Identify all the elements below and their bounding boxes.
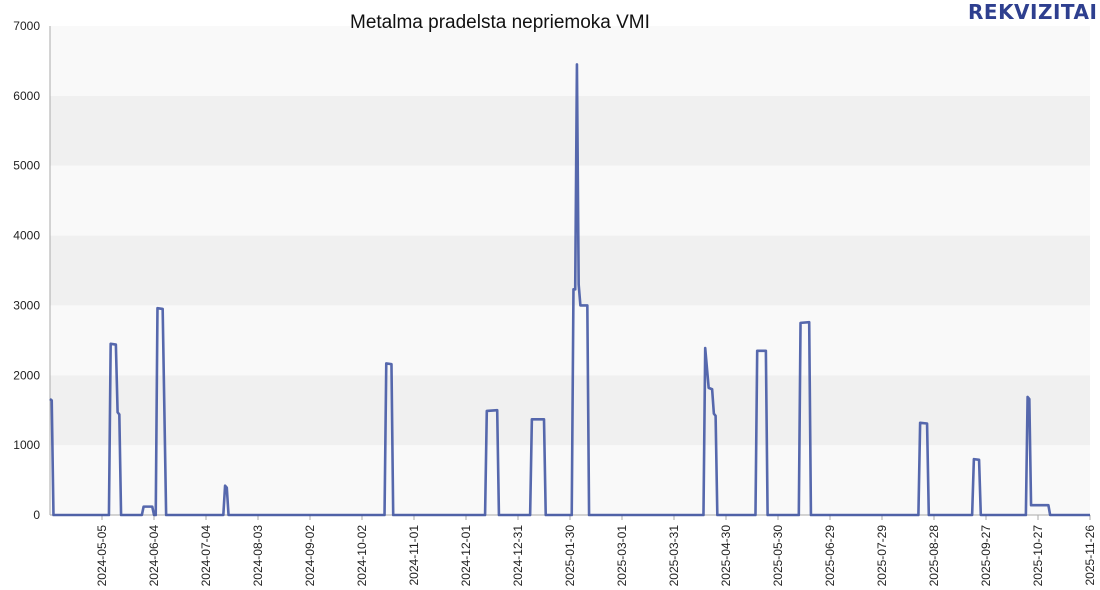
x-tick-label: 2025-03-31 bbox=[667, 525, 681, 587]
y-tick-label: 0 bbox=[33, 508, 40, 522]
x-tick-label: 2025-06-29 bbox=[823, 525, 837, 587]
grid-bands bbox=[50, 26, 1090, 515]
y-tick-label: 1000 bbox=[13, 438, 40, 452]
x-tick-label: 2025-08-28 bbox=[927, 525, 941, 587]
x-tick-label: 2025-05-30 bbox=[771, 525, 785, 587]
x-tick-label: 2024-05-05 bbox=[95, 525, 109, 587]
x-tick-labels: 2024-05-05 2024-06-04 2024-07-04 2024-08-03… bbox=[95, 515, 1097, 586]
y-tick-labels: 0 1000 2000 3000 4000 5000 6000 7000 bbox=[13, 19, 40, 522]
x-tick-label: 2025-09-27 bbox=[979, 525, 993, 587]
grid-band bbox=[50, 305, 1090, 376]
x-tick-label: 2025-01-30 bbox=[563, 525, 577, 587]
x-tick-label: 2025-11-26 bbox=[1083, 525, 1097, 586]
x-tick-label: 2024-06-04 bbox=[147, 525, 161, 587]
series-line bbox=[49, 63, 1090, 517]
logo-text: REKVIZITAI bbox=[968, 0, 1098, 24]
x-tick-label: 2025-10-27 bbox=[1031, 525, 1045, 587]
x-tick-label: 2024-12-01 bbox=[459, 525, 473, 587]
grid-band bbox=[50, 26, 1090, 96]
x-tick-label: 2024-10-02 bbox=[355, 525, 369, 587]
grid-band bbox=[50, 165, 1090, 236]
grid-band bbox=[50, 375, 1090, 446]
x-tick-label: 2024-07-04 bbox=[199, 525, 213, 587]
x-tick-label: 2024-08-03 bbox=[251, 525, 265, 587]
y-tick-label: 5000 bbox=[13, 159, 40, 173]
x-tick-label: 2025-03-01 bbox=[615, 525, 629, 587]
x-tick-label: 2025-04-30 bbox=[719, 525, 733, 587]
series-layer bbox=[49, 63, 1090, 517]
x-tick-label: 2024-09-02 bbox=[303, 525, 317, 587]
y-tick-label: 7000 bbox=[13, 19, 40, 33]
grid-band bbox=[50, 95, 1090, 166]
x-tick-label: 2024-12-31 bbox=[511, 525, 525, 587]
rekvizitai-logo[interactable]: REKVIZITAI VŽ bbox=[968, 0, 1100, 24]
grid-band bbox=[50, 235, 1090, 306]
chart-title: Metalma pradelsta nepriemoka VMI bbox=[350, 12, 650, 33]
grid-band bbox=[50, 445, 1090, 515]
x-tick-label: 2025-07-29 bbox=[875, 525, 889, 587]
y-tick-label: 3000 bbox=[13, 298, 40, 312]
y-tick-label: 4000 bbox=[13, 229, 40, 243]
y-tick-label: 2000 bbox=[13, 368, 40, 382]
x-tick-label: 2024-11-01 bbox=[407, 525, 421, 586]
y-tick-label: 6000 bbox=[13, 89, 40, 103]
